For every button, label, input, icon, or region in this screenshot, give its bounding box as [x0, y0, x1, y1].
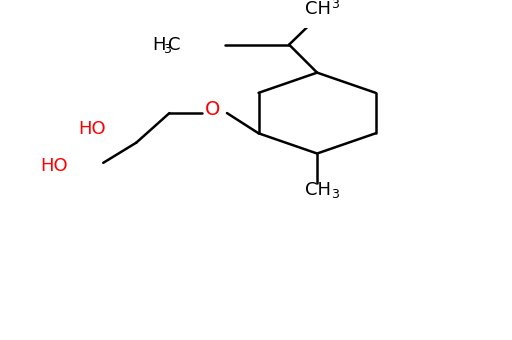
Text: CH: CH — [305, 181, 331, 199]
Text: CH: CH — [305, 0, 331, 18]
Text: 3: 3 — [163, 43, 171, 56]
Text: C: C — [168, 36, 181, 54]
Text: 3: 3 — [331, 0, 339, 11]
Text: HO: HO — [40, 157, 68, 175]
Text: HO: HO — [78, 120, 106, 138]
Text: 3: 3 — [331, 188, 339, 201]
Text: O: O — [205, 100, 220, 119]
Text: H: H — [152, 36, 165, 54]
